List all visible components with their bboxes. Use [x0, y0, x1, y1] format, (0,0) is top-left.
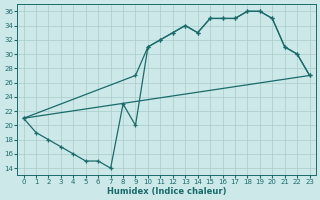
X-axis label: Humidex (Indice chaleur): Humidex (Indice chaleur): [107, 187, 226, 196]
